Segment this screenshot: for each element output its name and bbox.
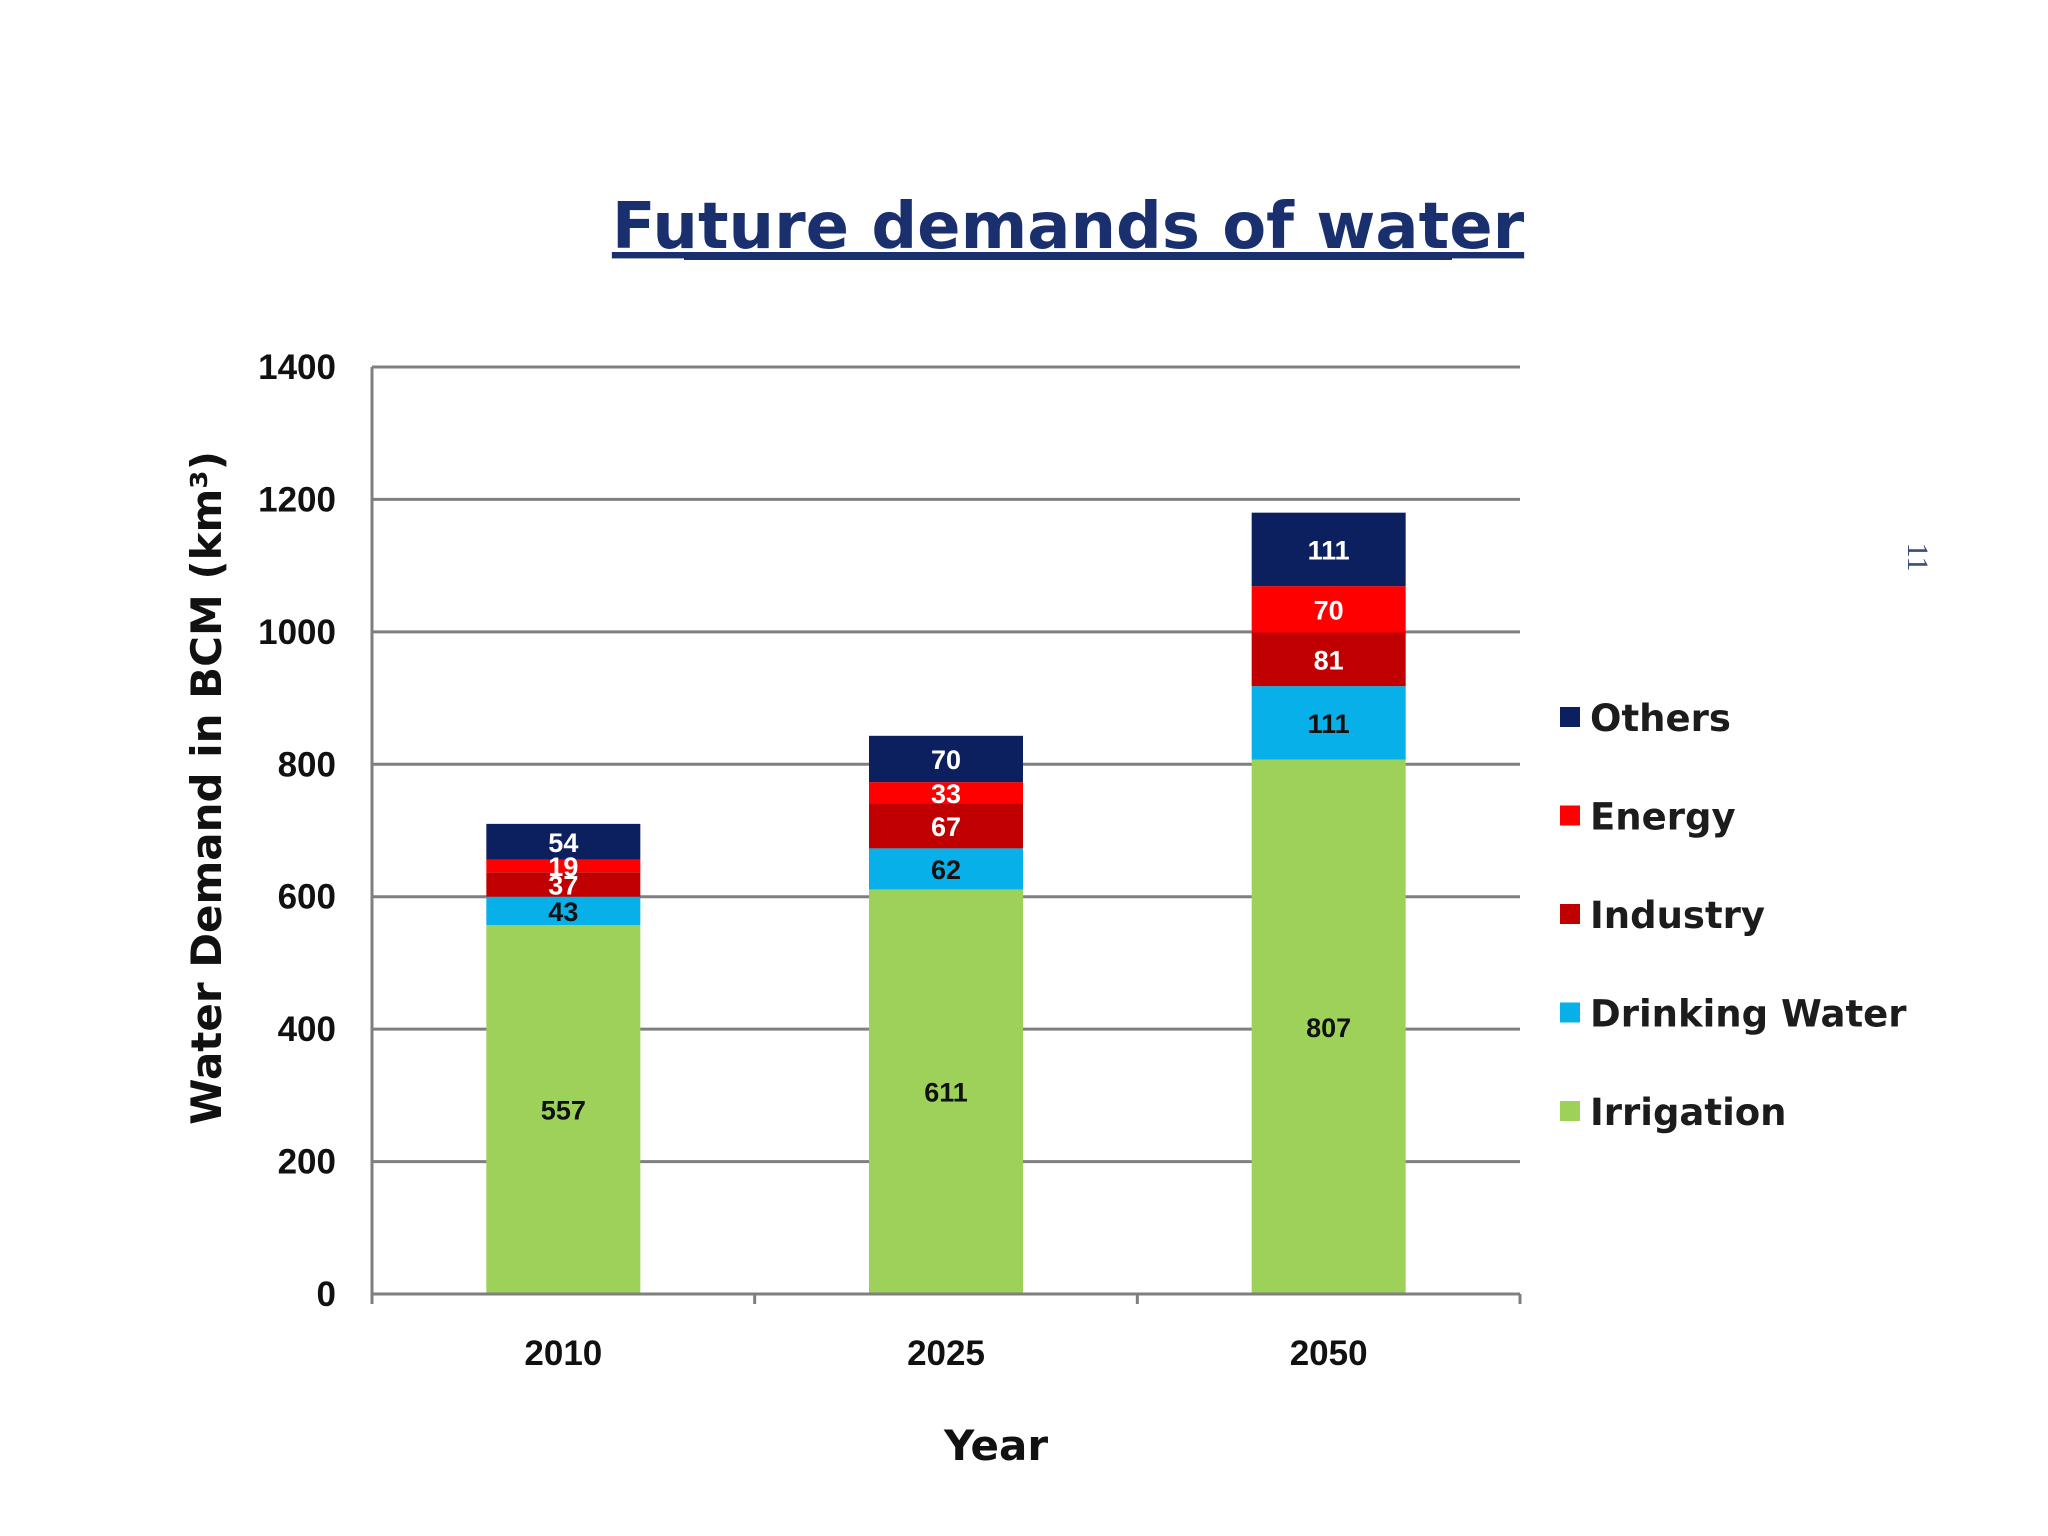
legend-label: Others bbox=[1590, 697, 1731, 740]
axes: 0 200 400 600 800 1000 1200 1400 2010 2025 2050 bbox=[258, 348, 1522, 1373]
data-label: 70 bbox=[1314, 595, 1344, 625]
bar-segment bbox=[1251, 686, 1406, 760]
data-label: 611 bbox=[924, 1078, 968, 1108]
x-tick-label: 2010 bbox=[524, 1334, 602, 1373]
bar-segment bbox=[1251, 586, 1406, 633]
legend-label: Drinking Water bbox=[1590, 993, 1907, 1036]
legend-swatch bbox=[1560, 1002, 1580, 1023]
bar-segment bbox=[486, 823, 641, 860]
bar-segment bbox=[1251, 632, 1406, 687]
bar-segment bbox=[869, 782, 1023, 805]
y-tick-label: 1400 bbox=[258, 348, 336, 387]
legend-swatch bbox=[1560, 805, 1580, 826]
data-label: 33 bbox=[931, 779, 961, 809]
bar-segment bbox=[869, 889, 1023, 1294]
bar-segment bbox=[1251, 512, 1406, 587]
legend-label: Industry bbox=[1590, 894, 1765, 937]
legend-swatch bbox=[1560, 707, 1580, 727]
data-label: 111 bbox=[1308, 535, 1350, 565]
bar-segment bbox=[869, 735, 1023, 783]
y-axis-title: Water Demand in BCM (km³) bbox=[182, 451, 231, 1125]
data-label: 62 bbox=[931, 855, 961, 885]
data-label: 557 bbox=[541, 1096, 586, 1126]
data-label: 807 bbox=[1306, 1013, 1351, 1043]
x-tick-label: 2050 bbox=[1290, 1334, 1368, 1373]
data-label: 37 bbox=[548, 870, 578, 900]
data-label: 70 bbox=[931, 745, 961, 775]
bar-segment bbox=[1251, 759, 1406, 1294]
data-label: 111 bbox=[1308, 709, 1350, 739]
bar-segment bbox=[869, 848, 1023, 890]
y-tick-label: 1000 bbox=[258, 613, 336, 652]
bar-segment bbox=[486, 896, 641, 926]
y-tick-label: 200 bbox=[278, 1143, 336, 1182]
data-label: 81 bbox=[1314, 645, 1344, 675]
bar-segment bbox=[486, 872, 641, 897]
x-axis-title: Year bbox=[943, 1421, 1048, 1470]
legend-swatch bbox=[1560, 1101, 1580, 1121]
legend-label: Irrigation bbox=[1590, 1091, 1787, 1134]
data-label: 19 bbox=[548, 852, 578, 882]
legend-swatch bbox=[1560, 904, 1580, 924]
data-label: 54 bbox=[548, 828, 578, 858]
y-tick-label: 1200 bbox=[258, 480, 336, 519]
bars bbox=[486, 512, 1406, 1294]
data-label: 43 bbox=[548, 897, 578, 927]
chart-title: Future demands of water bbox=[612, 190, 1525, 264]
data-label: 67 bbox=[931, 812, 961, 842]
legend-label: Energy bbox=[1590, 796, 1736, 839]
y-tick-label: 800 bbox=[278, 745, 336, 784]
y-tick-label: 0 bbox=[317, 1275, 336, 1314]
bar-segment bbox=[486, 925, 641, 1294]
bar-segment bbox=[486, 859, 641, 873]
y-tick-label: 400 bbox=[278, 1010, 336, 1049]
legend: Others Energy Industry Drinking Water Irriga… bbox=[1560, 697, 1907, 1134]
y-tick-label: 600 bbox=[278, 878, 336, 917]
page-number: 11 bbox=[1901, 543, 1934, 572]
x-tick-label: 2025 bbox=[907, 1334, 985, 1373]
bar-segment bbox=[869, 804, 1023, 849]
